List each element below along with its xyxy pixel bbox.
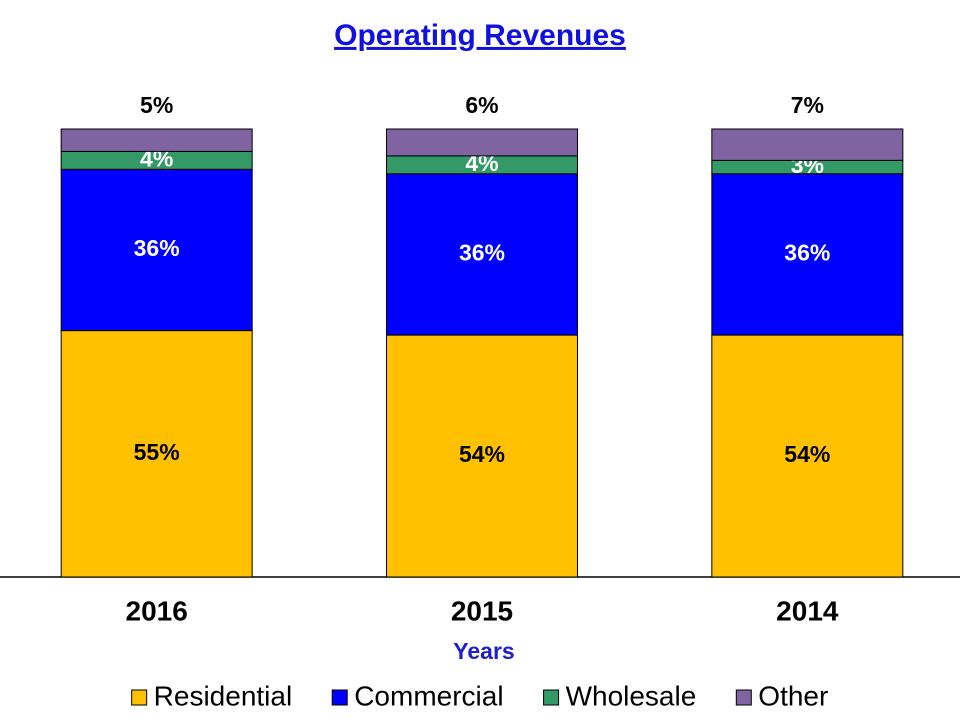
bar-segment (711, 128, 904, 161)
value-label: 54% (784, 441, 830, 467)
value-label: 36% (459, 240, 505, 266)
legend-swatch (131, 689, 148, 706)
x-tick-label: 2015 (451, 595, 513, 626)
bar-segment (386, 173, 578, 336)
legend-swatch (543, 689, 560, 706)
x-axis-title: Years (453, 638, 514, 664)
value-label: 7% (791, 92, 824, 118)
bar-segment (711, 334, 904, 578)
value-label: 55% (134, 439, 180, 465)
value-label: 36% (134, 235, 180, 261)
legend-swatch (331, 689, 348, 706)
legend-label: Wholesale (566, 680, 697, 711)
legend-label: Residential (154, 680, 293, 711)
bar-segment (60, 168, 253, 332)
legend-swatch (735, 689, 752, 706)
value-label: 5% (140, 92, 173, 118)
bar-segment (60, 128, 253, 152)
value-label: 54% (459, 441, 505, 467)
value-label: 36% (784, 240, 830, 266)
x-tick-label: 2016 (126, 595, 188, 626)
value-label: 6% (465, 92, 498, 118)
x-tick-label: 2014 (776, 595, 839, 626)
bar-segment (711, 173, 904, 336)
bar-segment (386, 334, 578, 578)
legend-label: Commercial (354, 680, 503, 711)
chart-title: Operating Revenues (334, 19, 626, 52)
bar-segment (60, 330, 253, 578)
legend-label: Other (758, 680, 828, 711)
bar-segment (386, 128, 578, 157)
